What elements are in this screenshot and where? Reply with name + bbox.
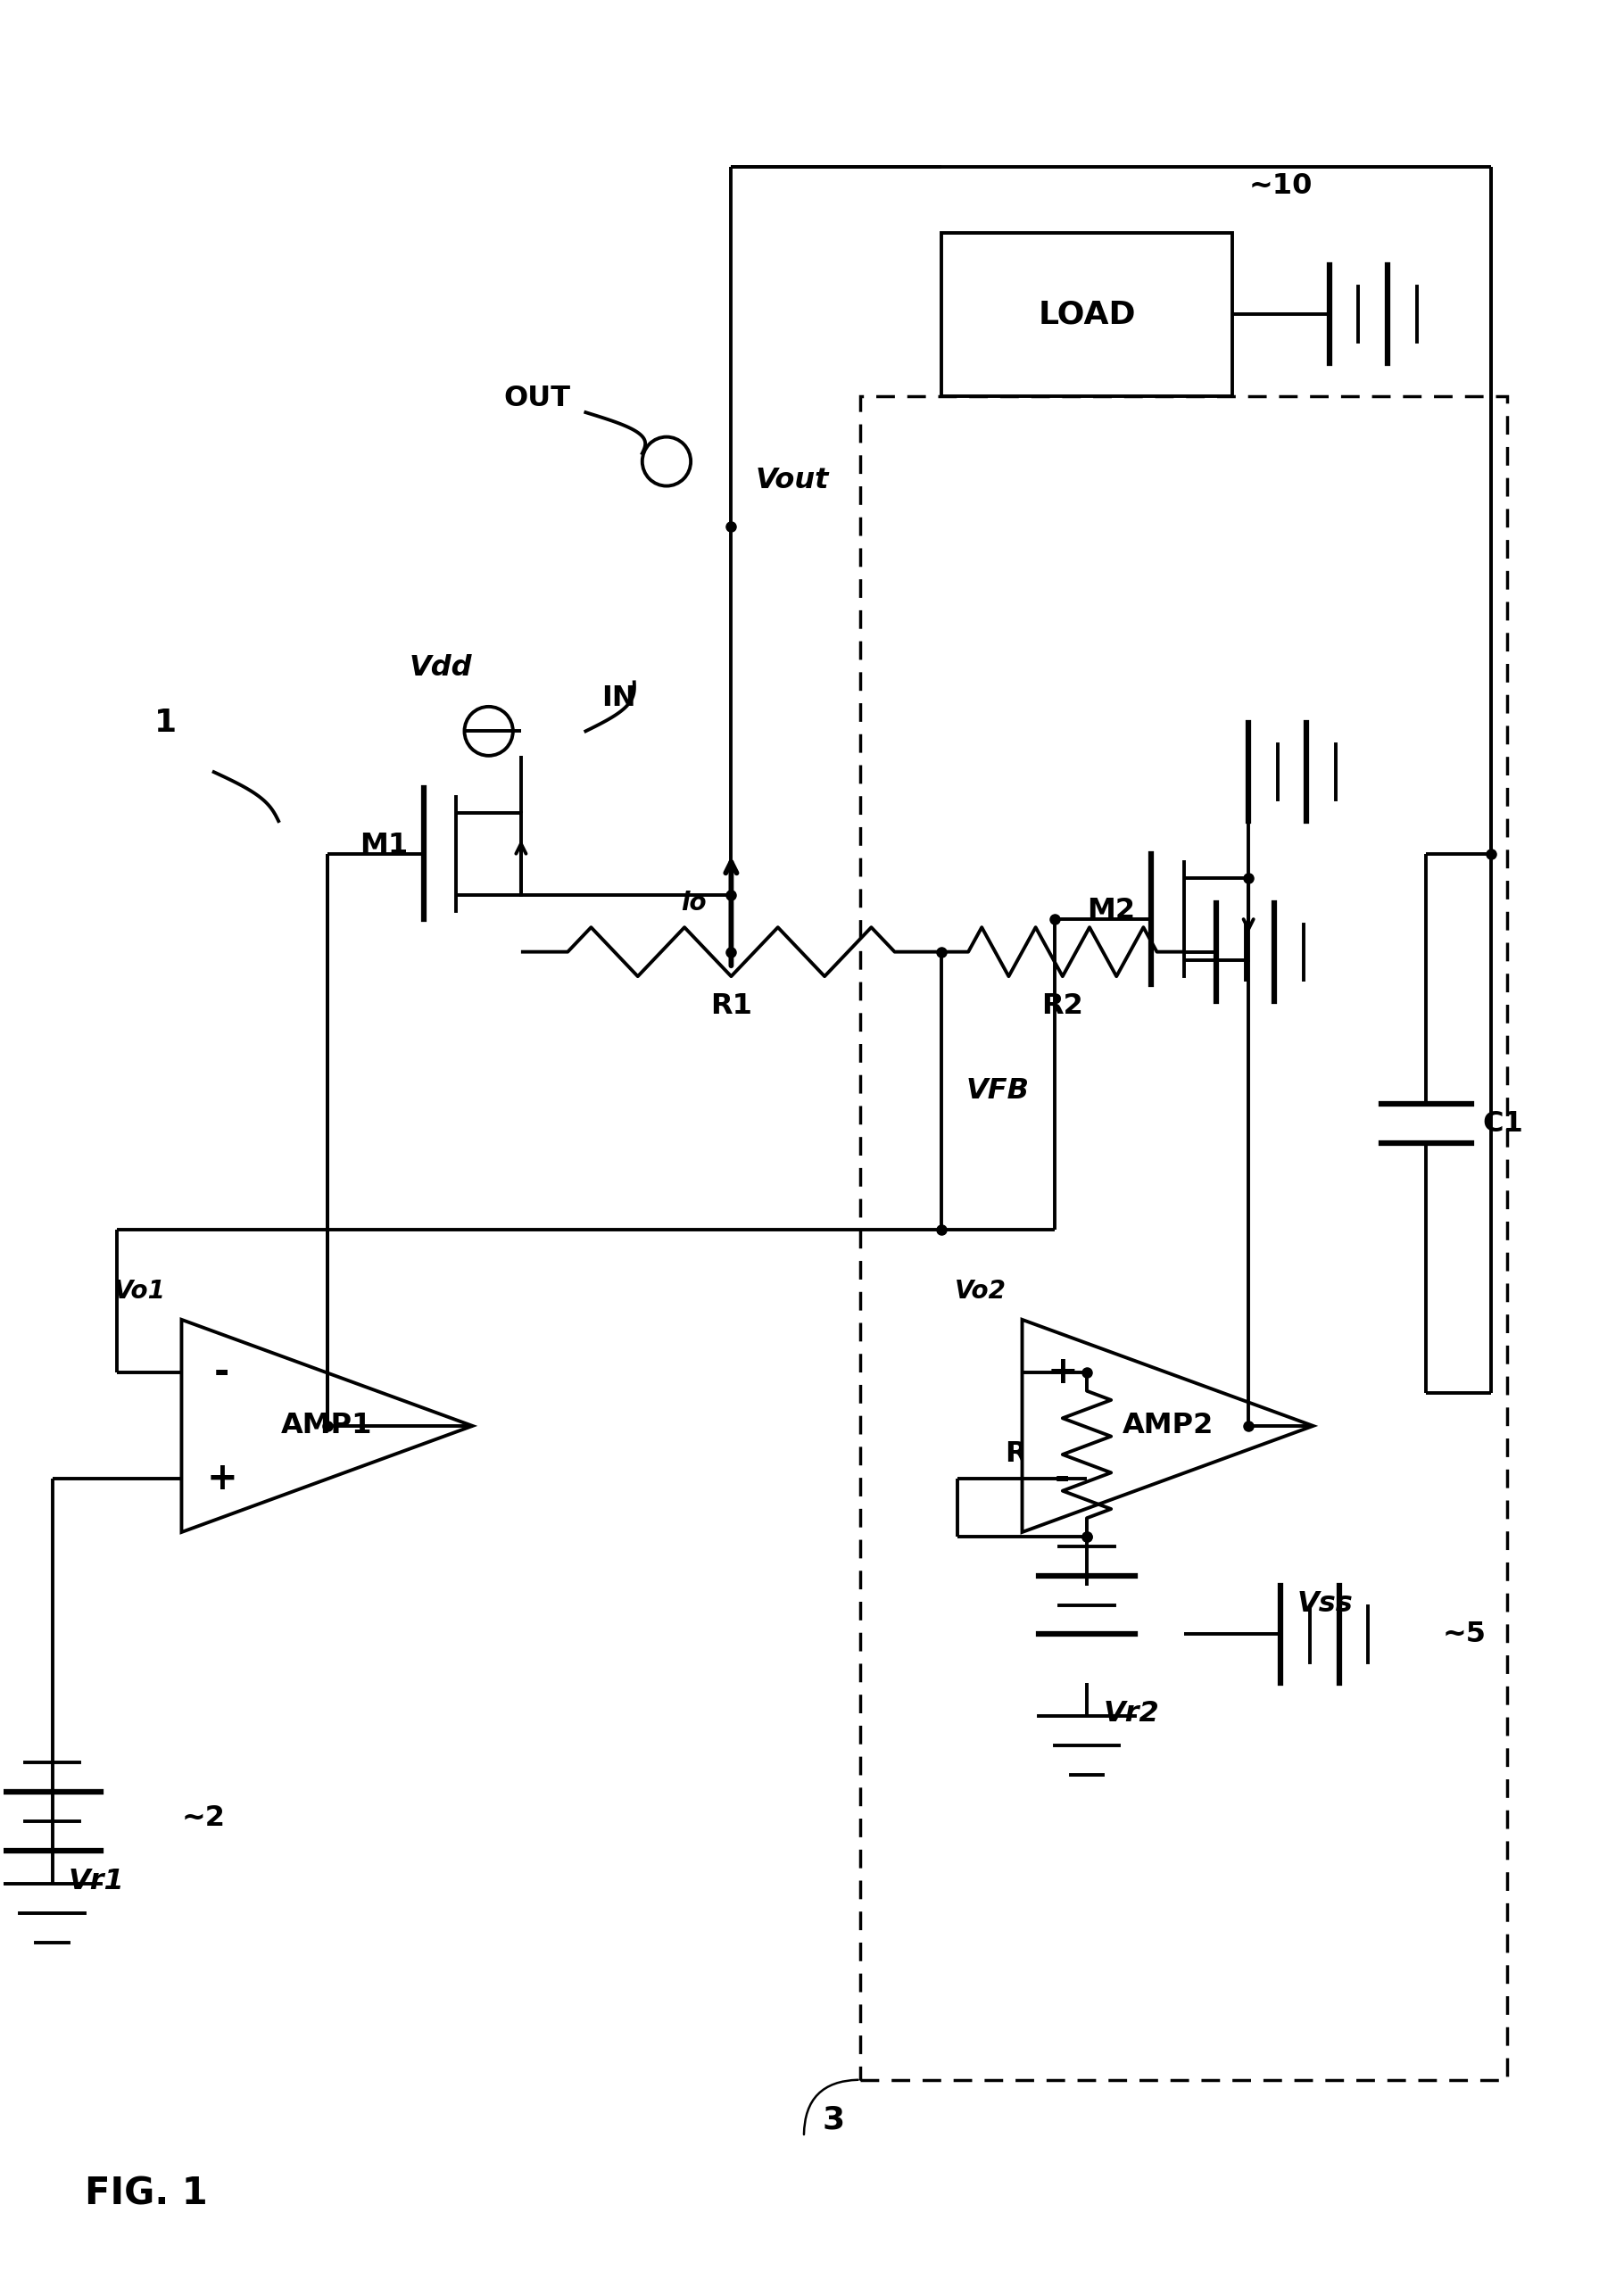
Text: FIG. 1: FIG. 1 <box>84 2177 208 2213</box>
Text: 1: 1 <box>154 707 177 737</box>
Text: ~2: ~2 <box>182 1805 226 1832</box>
Text: R1: R1 <box>710 992 752 1019</box>
Text: +: + <box>206 1460 237 1497</box>
Text: io: io <box>682 891 706 916</box>
Polygon shape <box>182 1320 473 1531</box>
Polygon shape <box>1021 1320 1314 1531</box>
Text: M2: M2 <box>1086 898 1135 925</box>
Text: AMP2: AMP2 <box>1122 1412 1213 1440</box>
Text: -: - <box>214 1355 229 1391</box>
Text: M1: M1 <box>359 831 408 859</box>
Text: OUT: OUT <box>503 386 570 413</box>
Text: LOAD: LOAD <box>1038 298 1135 331</box>
Text: Vout: Vout <box>755 466 828 494</box>
Text: Vr1: Vr1 <box>68 1867 125 1894</box>
Text: 3: 3 <box>822 2105 844 2135</box>
Text: ~10: ~10 <box>1249 172 1312 200</box>
Text: AMP1: AMP1 <box>281 1412 374 1440</box>
Text: ~5: ~5 <box>1442 1621 1486 1649</box>
Text: Vo2: Vo2 <box>955 1279 1005 1304</box>
Text: VFB: VFB <box>966 1077 1030 1104</box>
Text: Vss: Vss <box>1298 1591 1353 1619</box>
Text: R3: R3 <box>1005 1440 1046 1469</box>
Text: Vo1: Vo1 <box>114 1279 166 1304</box>
Text: IN: IN <box>603 684 637 712</box>
Text: Vdd: Vdd <box>409 654 471 682</box>
Text: +: + <box>1047 1355 1078 1391</box>
Text: C1: C1 <box>1483 1109 1523 1137</box>
Text: Vr2: Vr2 <box>1103 1699 1160 1727</box>
Text: R2: R2 <box>1041 992 1083 1019</box>
Text: -: - <box>1056 1460 1070 1497</box>
FancyBboxPatch shape <box>942 232 1233 395</box>
